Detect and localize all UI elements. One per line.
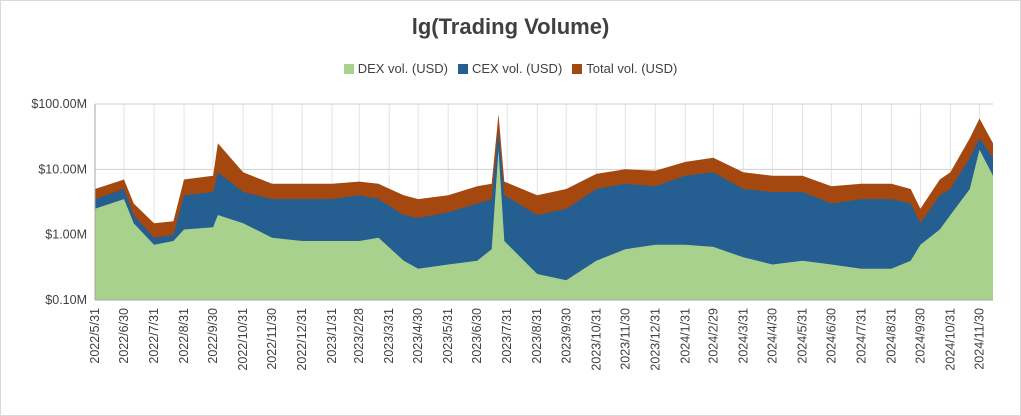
x-tick-label: 2023/9/30: [559, 308, 573, 364]
legend-label-cex: CEX vol. (USD): [471, 61, 563, 76]
x-tick-label: 2023/5/31: [441, 308, 455, 364]
x-tick-label: 2023/1/31: [325, 308, 339, 364]
legend-swatch-cex: [457, 63, 468, 74]
x-tick-label: 2024/5/31: [795, 308, 809, 364]
x-tick-label: 2022/8/31: [177, 308, 191, 364]
x-tick-label: 2024/1/31: [678, 308, 692, 364]
x-tick-label: 2022/12/31: [295, 308, 309, 371]
area-dex: [95, 149, 993, 300]
legend-label-dex: DEX vol. (USD): [357, 61, 448, 76]
x-tick-label: 2024/9/30: [913, 308, 927, 364]
x-tick-label: 2023/8/31: [530, 308, 544, 364]
legend-swatch-dex: [343, 63, 354, 74]
x-tick-label: 2022/10/31: [236, 308, 250, 371]
x-tick-label: 2022/7/31: [147, 308, 161, 364]
legend-swatch-total: [572, 63, 583, 74]
x-tick-label: 2024/2/29: [706, 308, 720, 364]
x-tick-label: 2024/10/31: [943, 308, 957, 371]
x-tick-label: 2024/6/30: [824, 308, 838, 364]
x-tick-label: 2022/6/30: [117, 308, 131, 364]
x-tick-label: 2023/12/31: [648, 308, 662, 371]
y-tick-label: $0.10M: [45, 293, 87, 307]
x-tick-label: 2024/11/30: [972, 308, 986, 370]
x-tick-label: 2023/11/30: [618, 308, 632, 370]
legend-item-dex: DEX vol. (USD): [343, 61, 448, 76]
legend-label-total: Total vol. (USD): [586, 61, 678, 76]
x-tick-label: 2023/10/31: [589, 308, 603, 371]
chart-legend: DEX vol. (USD) CEX vol. (USD) Total vol.…: [0, 61, 1021, 76]
x-tick-label: 2023/4/30: [411, 308, 425, 364]
x-tick-label: 2022/5/31: [88, 308, 102, 364]
x-tick-label: 2023/3/31: [382, 308, 396, 364]
x-tick-label: 2024/7/31: [854, 308, 868, 364]
legend-item-total: Total vol. (USD): [572, 61, 677, 76]
y-tick-label: $10.00M: [38, 162, 87, 176]
y-tick-label: $1.00M: [45, 228, 87, 242]
x-tick-label: 2024/3/31: [736, 308, 750, 364]
x-tick-label: 2022/11/30: [265, 308, 279, 370]
x-tick-label: 2024/8/31: [884, 308, 898, 364]
legend-item-cex: CEX vol. (USD): [457, 61, 563, 76]
y-tick-label: $100.00M: [31, 97, 87, 111]
x-tick-label: 2023/6/30: [470, 308, 484, 364]
x-tick-label: 2022/9/30: [206, 308, 220, 364]
x-tick-label: 2023/7/31: [500, 308, 514, 364]
x-tick-label: 2023/2/28: [352, 308, 366, 364]
x-tick-label: 2024/4/30: [765, 308, 779, 364]
chart-title: lg(Trading Volume): [411, 14, 610, 39]
